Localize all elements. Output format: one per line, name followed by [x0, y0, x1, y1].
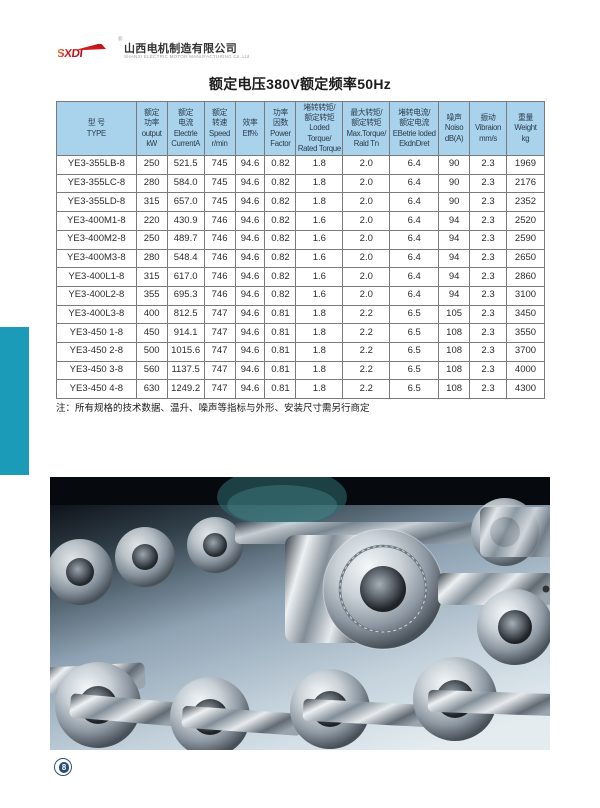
svg-text:SXDI: SXDI [58, 48, 83, 57]
